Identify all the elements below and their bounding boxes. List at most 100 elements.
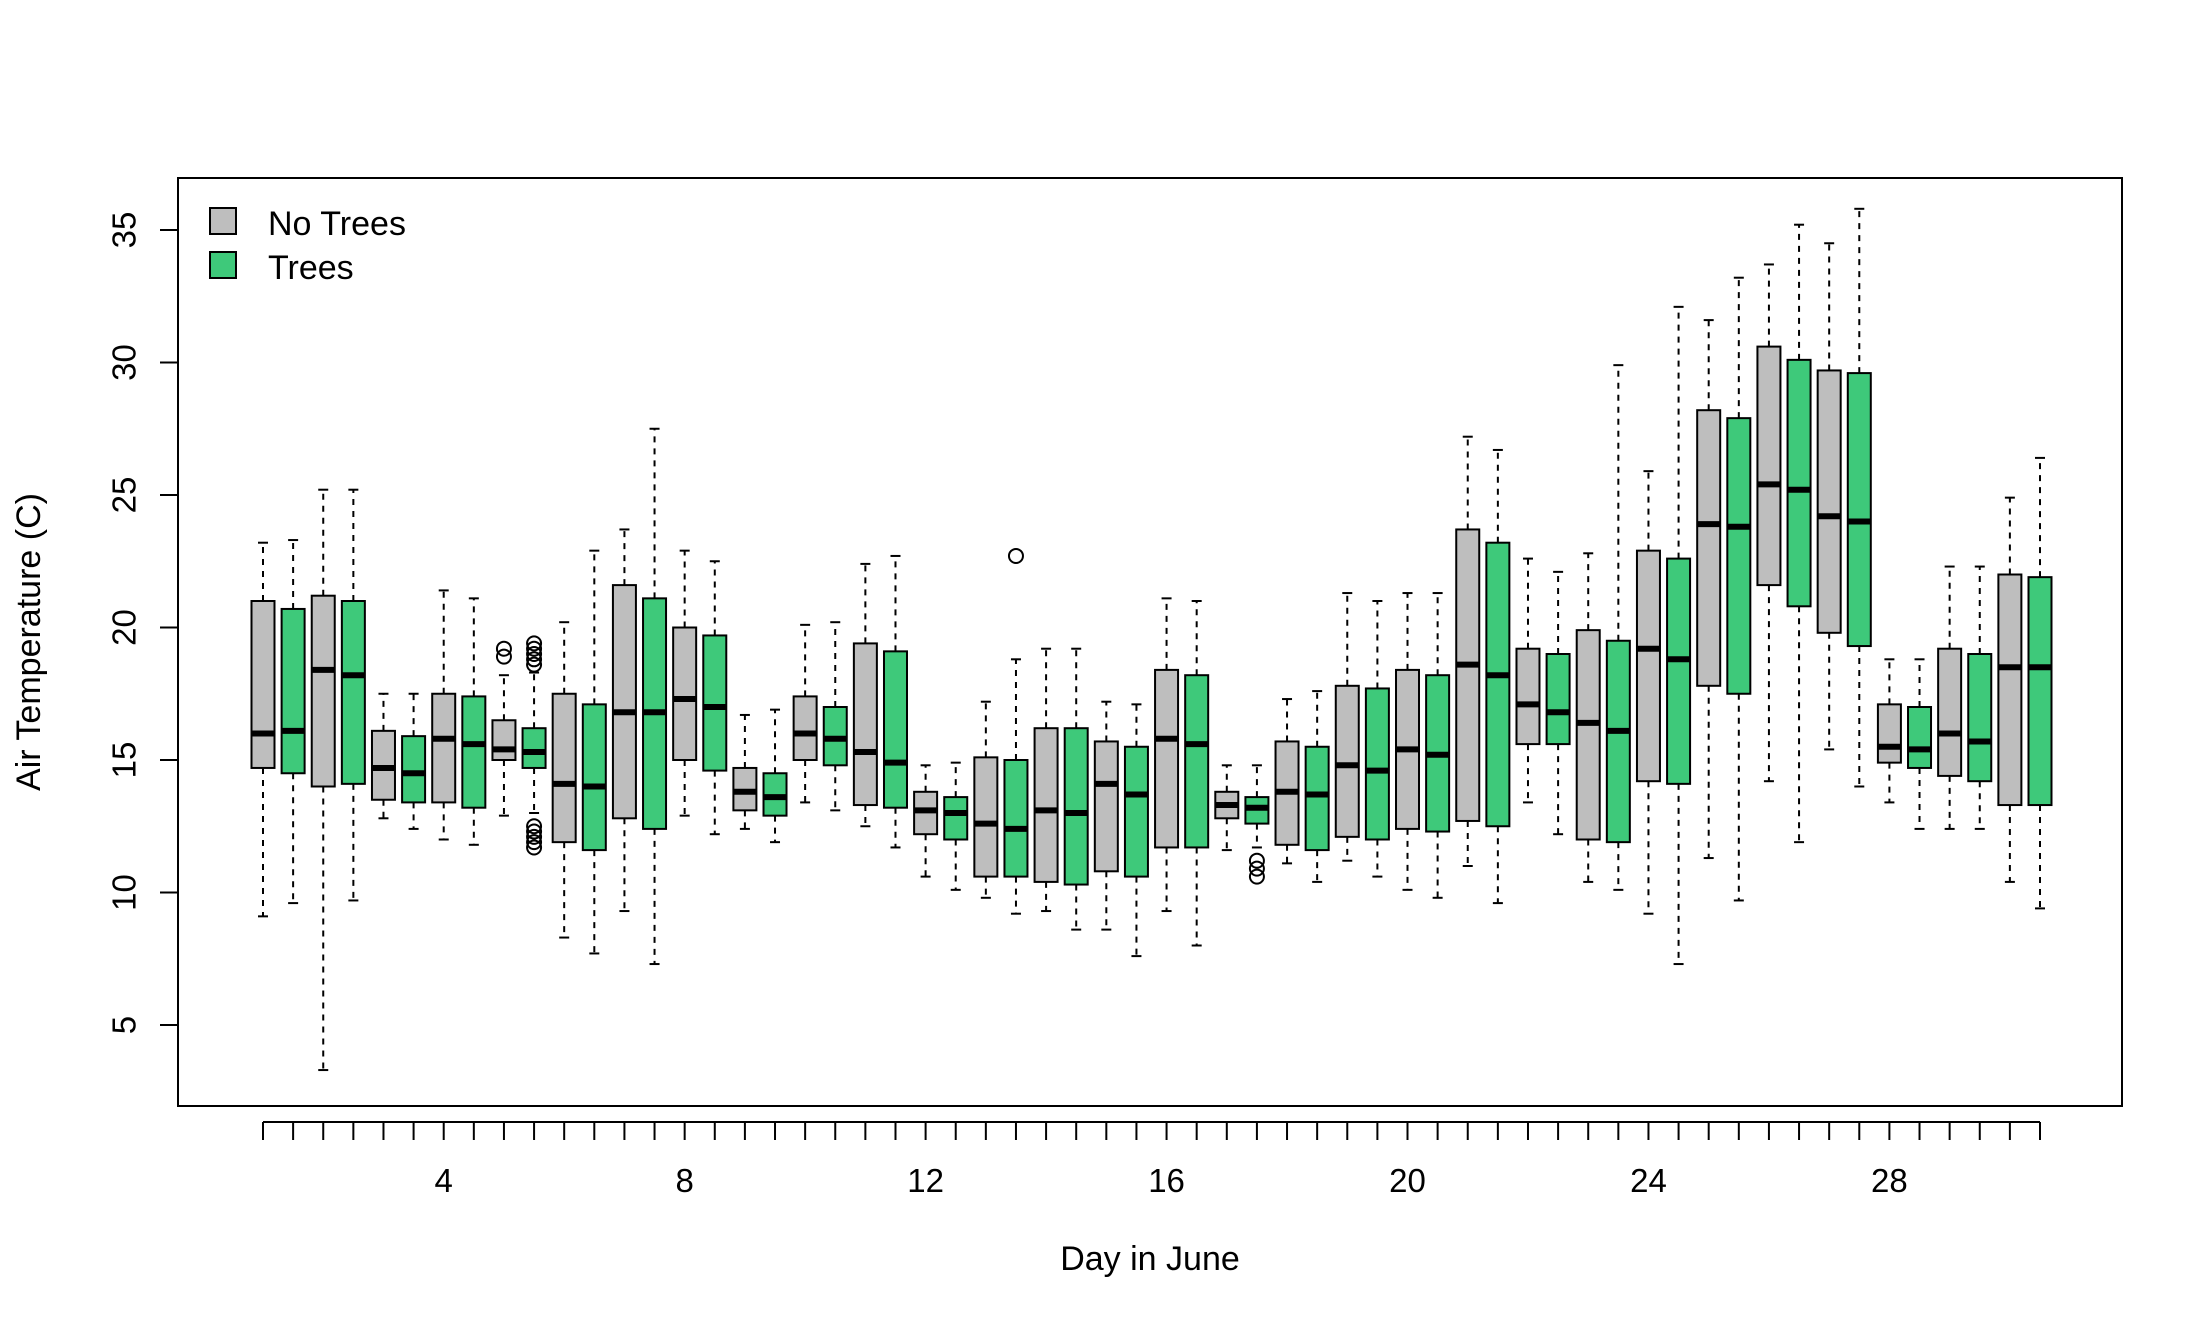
legend: No Trees Trees xyxy=(209,205,406,287)
box-trees xyxy=(822,621,848,812)
box-trees xyxy=(1967,565,1993,830)
iqr-box xyxy=(1575,629,1601,841)
box-no-trees xyxy=(1816,242,1842,751)
box-trees xyxy=(401,692,427,830)
iqr-box xyxy=(551,692,577,844)
box-no-trees xyxy=(973,700,999,899)
iqr-box xyxy=(882,650,908,809)
iqr-box xyxy=(461,695,487,809)
outlier-point xyxy=(526,839,543,856)
y-tick-label: 15 xyxy=(106,742,143,779)
x-tick-label: 28 xyxy=(1871,1162,1908,1199)
box-trees xyxy=(1846,207,1872,788)
iqr-box xyxy=(431,692,457,804)
iqr-box xyxy=(1696,409,1722,687)
outlier-point xyxy=(495,648,512,665)
box-trees xyxy=(1425,592,1451,899)
box-trees xyxy=(943,761,969,891)
box-no-trees xyxy=(672,549,698,817)
iqr-box xyxy=(1967,653,1993,783)
box-trees xyxy=(340,488,366,902)
iqr-box xyxy=(401,735,427,804)
iqr-box xyxy=(581,703,607,852)
iqr-box xyxy=(702,634,728,772)
iqr-box xyxy=(1605,639,1631,844)
box-no-trees xyxy=(551,621,577,939)
box-trees xyxy=(1123,703,1149,958)
box-no-trees xyxy=(1876,658,1902,804)
iqr-box xyxy=(1304,745,1330,852)
x-axis-title: Day in June xyxy=(1060,1240,1240,1278)
iqr-box xyxy=(943,796,969,841)
iqr-box xyxy=(1485,541,1511,828)
iqr-box xyxy=(1515,647,1541,746)
outlier-point xyxy=(1248,852,1265,869)
legend-swatch-no-trees xyxy=(209,207,237,235)
outlier-point xyxy=(495,640,512,657)
iqr-box xyxy=(1184,674,1210,849)
iqr-box xyxy=(1033,727,1059,883)
iqr-box xyxy=(1666,557,1692,785)
box-no-trees xyxy=(1154,597,1180,913)
iqr-box xyxy=(521,727,547,769)
outlier-point xyxy=(1007,547,1024,564)
box-no-trees xyxy=(1756,263,1782,783)
iqr-box xyxy=(1937,647,1963,777)
y-tick-label: 10 xyxy=(106,874,143,911)
iqr-box xyxy=(491,719,517,761)
box-no-trees xyxy=(1997,496,2023,883)
iqr-box xyxy=(1364,687,1390,841)
iqr-box xyxy=(340,600,366,785)
box-no-trees xyxy=(1937,565,1963,830)
box-no-trees xyxy=(431,589,457,841)
iqr-box xyxy=(1876,703,1902,764)
outlier-point xyxy=(526,640,543,657)
box-trees xyxy=(1244,764,1270,885)
box-no-trees xyxy=(1635,470,1661,915)
y-tick-label: 20 xyxy=(106,609,143,646)
box-no-trees xyxy=(852,562,878,828)
box-trees xyxy=(882,554,908,849)
iqr-box xyxy=(1786,358,1812,608)
box-trees xyxy=(1545,570,1571,836)
box-trees xyxy=(1907,658,1933,830)
box-trees xyxy=(1786,223,1812,844)
box-no-trees xyxy=(1033,647,1059,913)
x-tick-label: 16 xyxy=(1148,1162,1185,1199)
x-axis: 4 8 12 16 20 24 28 xyxy=(262,1121,2041,1199)
box-no-trees xyxy=(1575,552,1601,883)
x-tick-label: 4 xyxy=(435,1162,453,1199)
x-tick-label: 24 xyxy=(1630,1162,1667,1199)
box-no-trees xyxy=(1515,557,1541,804)
legend-swatch-trees xyxy=(209,251,237,279)
box-trees xyxy=(581,549,607,955)
iqr-box xyxy=(672,626,698,761)
y-tick-label: 5 xyxy=(106,1016,143,1034)
box-no-trees xyxy=(491,640,517,817)
box-no-trees xyxy=(310,488,336,1072)
box-no-trees xyxy=(1334,592,1360,862)
box-trees xyxy=(521,635,547,856)
iqr-box xyxy=(1756,345,1782,587)
iqr-box xyxy=(973,756,999,878)
legend-label-trees: Trees xyxy=(268,249,354,287)
box-trees xyxy=(1364,600,1390,878)
box-no-trees xyxy=(732,713,758,830)
box-trees xyxy=(2027,456,2053,910)
iqr-box xyxy=(310,594,336,788)
box-trees xyxy=(642,427,668,966)
box-no-trees xyxy=(1455,435,1481,867)
outlier-point xyxy=(526,651,543,668)
iqr-box xyxy=(1334,684,1360,838)
x-tick-label: 12 xyxy=(907,1162,944,1199)
iqr-box xyxy=(1455,528,1481,822)
box-trees xyxy=(461,597,487,846)
box-trees xyxy=(1063,647,1089,931)
box-trees xyxy=(1726,276,1752,902)
iqr-box xyxy=(280,607,306,775)
outlier-point xyxy=(526,818,543,835)
box-no-trees xyxy=(1395,592,1421,891)
iqr-box xyxy=(1846,372,1872,648)
iqr-box xyxy=(852,642,878,807)
